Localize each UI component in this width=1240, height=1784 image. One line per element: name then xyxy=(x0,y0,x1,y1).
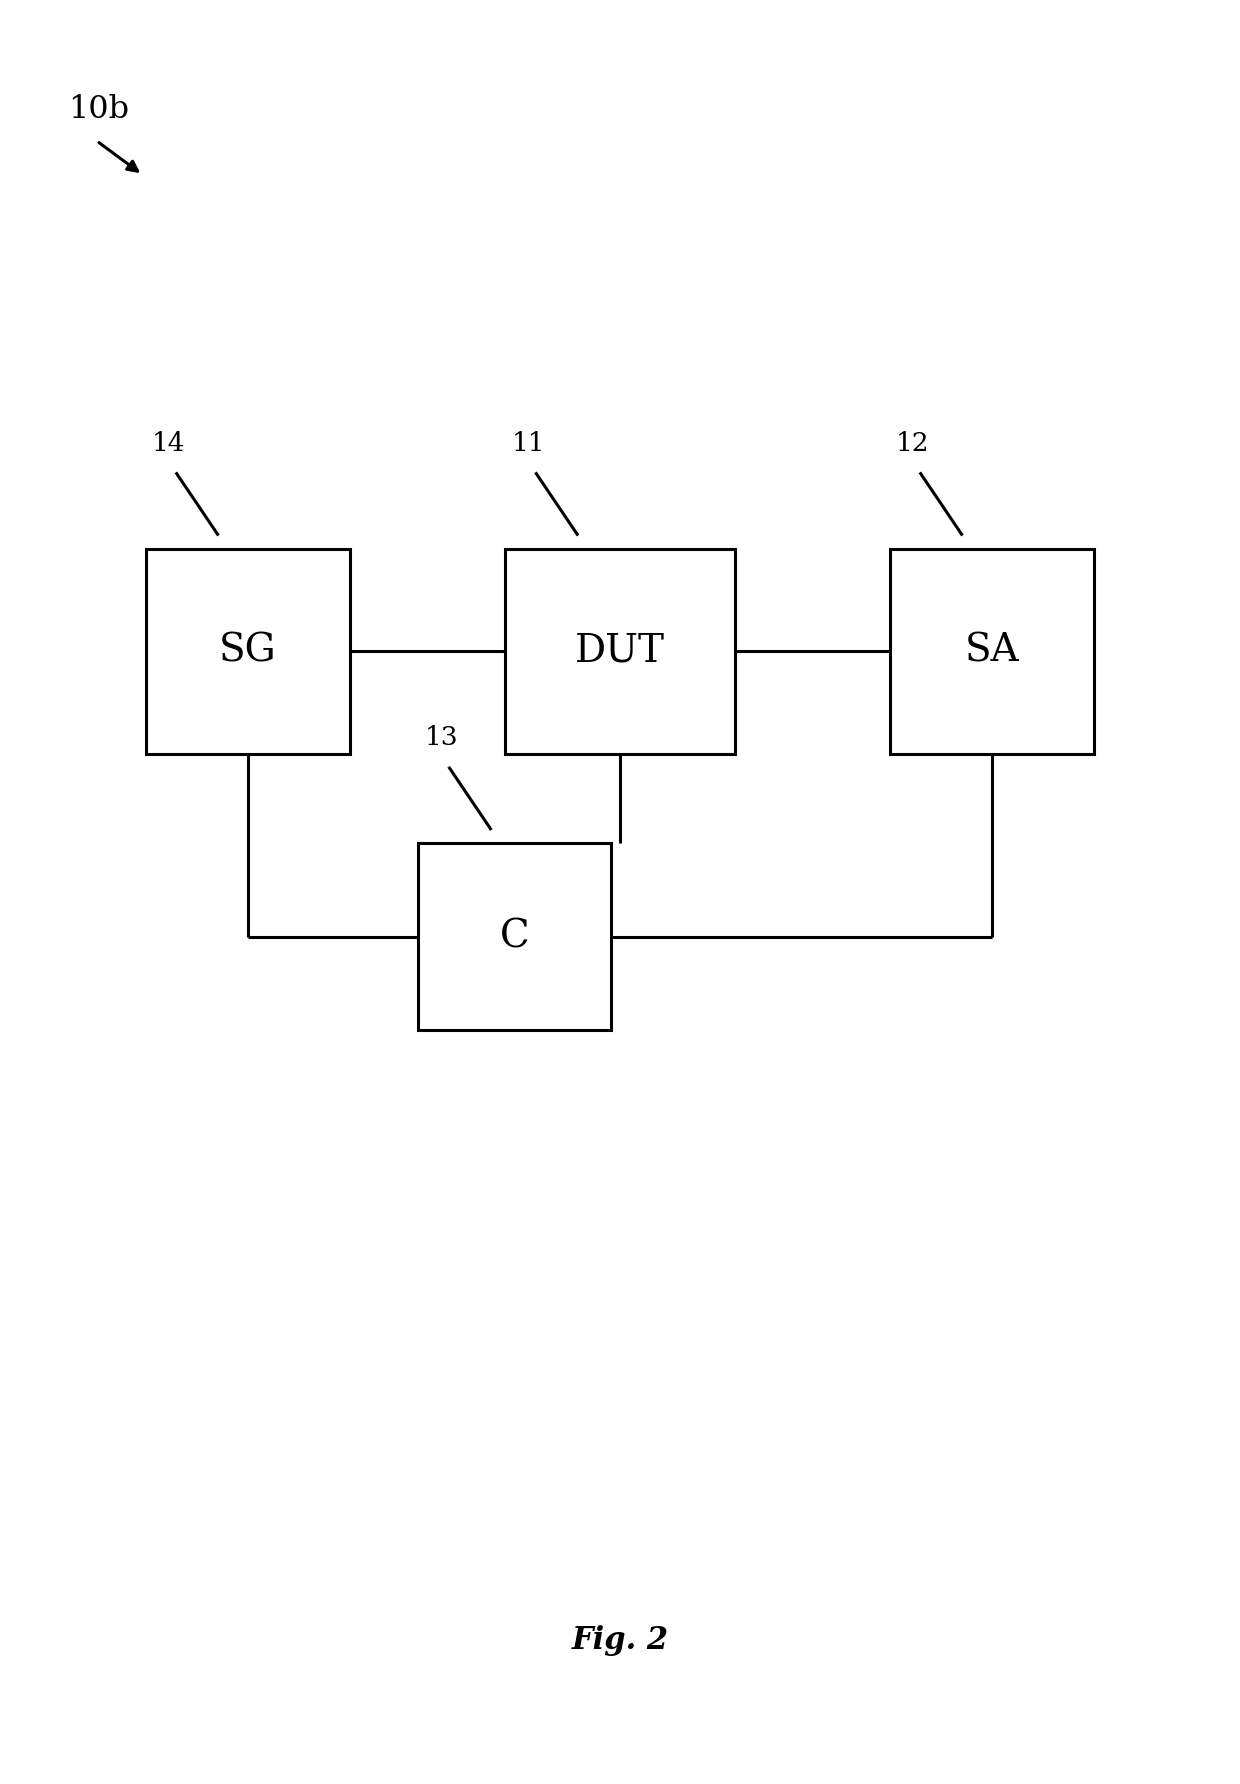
Bar xyxy=(146,549,351,753)
Bar xyxy=(890,549,1095,753)
Bar xyxy=(506,549,734,753)
Text: 12: 12 xyxy=(895,430,930,455)
Text: 14: 14 xyxy=(151,430,186,455)
Text: 10b: 10b xyxy=(68,95,129,125)
Text: 13: 13 xyxy=(424,724,459,749)
Text: SG: SG xyxy=(219,633,277,669)
Text: 11: 11 xyxy=(511,430,546,455)
Text: DUT: DUT xyxy=(575,633,665,669)
Text: C: C xyxy=(500,919,529,954)
Text: SA: SA xyxy=(965,633,1019,669)
Text: Fig. 2: Fig. 2 xyxy=(572,1625,668,1656)
Bar xyxy=(418,844,610,1031)
